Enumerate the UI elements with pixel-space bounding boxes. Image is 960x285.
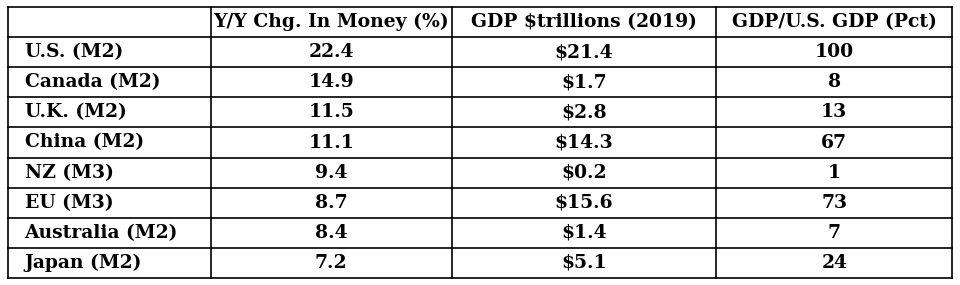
Text: $15.6: $15.6 [555, 194, 613, 212]
Text: $2.8: $2.8 [561, 103, 607, 121]
Text: 8.4: 8.4 [315, 224, 348, 242]
Text: 8.7: 8.7 [315, 194, 348, 212]
Text: $0.2: $0.2 [562, 164, 607, 182]
Text: U.S. (M2): U.S. (M2) [25, 43, 123, 61]
Text: 22.4: 22.4 [308, 43, 354, 61]
Text: Australia (M2): Australia (M2) [25, 224, 178, 242]
Text: 7: 7 [828, 224, 841, 242]
Text: $5.1: $5.1 [561, 254, 607, 272]
Text: 13: 13 [821, 103, 848, 121]
Text: 1: 1 [828, 164, 841, 182]
Text: U.K. (M2): U.K. (M2) [25, 103, 127, 121]
Text: 73: 73 [821, 194, 848, 212]
Text: $1.7: $1.7 [561, 73, 607, 91]
Text: Japan (M2): Japan (M2) [25, 254, 142, 272]
Text: $14.3: $14.3 [555, 133, 613, 152]
Text: 67: 67 [821, 133, 848, 152]
Text: 8: 8 [828, 73, 841, 91]
Text: EU (M3): EU (M3) [25, 194, 113, 212]
Text: $21.4: $21.4 [555, 43, 613, 61]
Text: 9.4: 9.4 [315, 164, 348, 182]
Text: $1.4: $1.4 [561, 224, 607, 242]
Text: China (M2): China (M2) [25, 133, 144, 152]
Text: 24: 24 [821, 254, 848, 272]
Text: GDP/U.S. GDP (Pct): GDP/U.S. GDP (Pct) [732, 13, 937, 31]
Text: Canada (M2): Canada (M2) [25, 73, 160, 91]
Text: 100: 100 [815, 43, 853, 61]
Text: Y/Y Chg. In Money (%): Y/Y Chg. In Money (%) [213, 13, 449, 31]
Text: GDP $trillions (2019): GDP $trillions (2019) [471, 13, 697, 31]
Text: 14.9: 14.9 [308, 73, 354, 91]
Text: 7.2: 7.2 [315, 254, 348, 272]
Text: 11.5: 11.5 [308, 103, 354, 121]
Text: 11.1: 11.1 [308, 133, 354, 152]
Text: NZ (M3): NZ (M3) [25, 164, 113, 182]
